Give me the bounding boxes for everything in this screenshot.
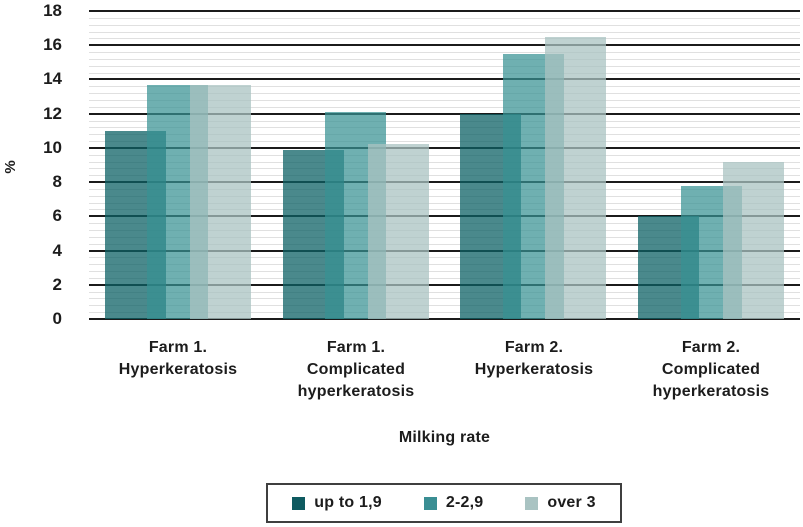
y-tick-label: 2 <box>52 275 62 294</box>
bar <box>190 85 251 319</box>
minor-gridline <box>89 127 800 128</box>
bar <box>723 162 784 319</box>
legend-swatch <box>423 496 437 510</box>
minor-gridline <box>89 141 800 142</box>
y-tick-label: 6 <box>52 206 62 225</box>
minor-gridline <box>89 93 800 94</box>
major-gridline <box>89 10 800 12</box>
y-tick-label: 14 <box>43 69 62 88</box>
minor-gridline <box>89 107 800 108</box>
minor-gridline <box>89 264 800 265</box>
x-category-label-line: Farm 1. <box>148 339 208 356</box>
x-axis-title: Milking rate <box>398 429 491 446</box>
x-category-label-line: Farm 2. <box>681 339 741 356</box>
minor-gridline <box>89 32 800 33</box>
legend-label: up to 1,9 <box>314 494 382 511</box>
minor-gridline <box>89 196 800 197</box>
plot-area <box>89 10 800 320</box>
y-tick-label: 12 <box>43 104 62 123</box>
minor-gridline <box>89 155 800 156</box>
minor-gridline <box>89 305 800 306</box>
bar <box>368 144 429 319</box>
minor-gridline <box>89 209 800 210</box>
minor-gridline <box>89 38 800 39</box>
x-category-label-line: hyperkeratosis <box>297 383 415 400</box>
minor-gridline <box>89 168 800 169</box>
minor-gridline <box>89 223 800 224</box>
minor-gridline <box>89 59 800 60</box>
major-gridline <box>89 181 800 183</box>
minor-gridline <box>89 237 800 238</box>
x-category-label-line: hyperkeratosis <box>652 383 770 400</box>
y-tick-label: 18 <box>43 1 62 20</box>
x-category-label-line: Complicated <box>661 361 761 378</box>
legend: up to 1,9 2-2,9 over 3 <box>266 483 622 523</box>
minor-gridline <box>89 203 800 204</box>
x-category-label: Farm 2. Complicated hyperkeratosis <box>622 337 800 403</box>
minor-gridline <box>89 230 800 231</box>
minor-gridline <box>89 52 800 53</box>
legend-item: up to 1,9 <box>292 494 382 512</box>
major-gridline <box>89 78 800 80</box>
y-tick-label: 10 <box>43 138 62 157</box>
legend-label: 2-2,9 <box>445 494 484 511</box>
x-category-label: Farm 1. Hyperkeratosis <box>89 337 267 381</box>
x-category-label-line: Farm 2. <box>504 339 564 356</box>
minor-gridline <box>89 162 800 163</box>
major-gridline <box>89 215 800 217</box>
minor-gridline <box>89 134 800 135</box>
x-category-label: Farm 2. Hyperkeratosis <box>445 337 623 381</box>
x-category-label: Farm 1. Complicated hyperkeratosis <box>267 337 445 403</box>
minor-gridline <box>89 312 800 313</box>
minor-gridline <box>89 189 800 190</box>
minor-gridline <box>89 100 800 101</box>
major-gridline <box>89 44 800 46</box>
major-gridline <box>89 147 800 149</box>
legend-label: over 3 <box>547 494 596 511</box>
minor-gridline <box>89 25 800 26</box>
x-category-label-line: Hyperkeratosis <box>118 361 238 378</box>
minor-gridline <box>89 175 800 176</box>
legend-swatch <box>525 496 539 510</box>
major-gridline <box>89 318 800 320</box>
y-tick-label: 4 <box>52 241 62 260</box>
minor-gridline <box>89 244 800 245</box>
minor-gridline <box>89 271 800 272</box>
y-tick-label: 0 <box>52 309 62 328</box>
bar <box>545 37 606 319</box>
minor-gridline <box>89 73 800 74</box>
x-category-label-line: Complicated <box>306 361 406 378</box>
legend-item: over 3 <box>525 494 596 512</box>
minor-gridline <box>89 86 800 87</box>
minor-gridline <box>89 121 800 122</box>
major-gridline <box>89 113 800 115</box>
legend-swatch <box>292 496 306 510</box>
x-category-label-line: Hyperkeratosis <box>474 361 594 378</box>
minor-gridline <box>89 66 800 67</box>
minor-gridline <box>89 18 800 19</box>
legend-item: 2-2,9 <box>423 494 484 512</box>
y-tick-label: 16 <box>43 35 62 54</box>
minor-gridline <box>89 278 800 279</box>
y-tick-label: 8 <box>52 172 62 191</box>
minor-gridline <box>89 292 800 293</box>
x-category-label-line: Farm 1. <box>326 339 386 356</box>
major-gridline <box>89 250 800 252</box>
major-gridline <box>89 284 800 286</box>
minor-gridline <box>89 298 800 299</box>
minor-gridline <box>89 257 800 258</box>
